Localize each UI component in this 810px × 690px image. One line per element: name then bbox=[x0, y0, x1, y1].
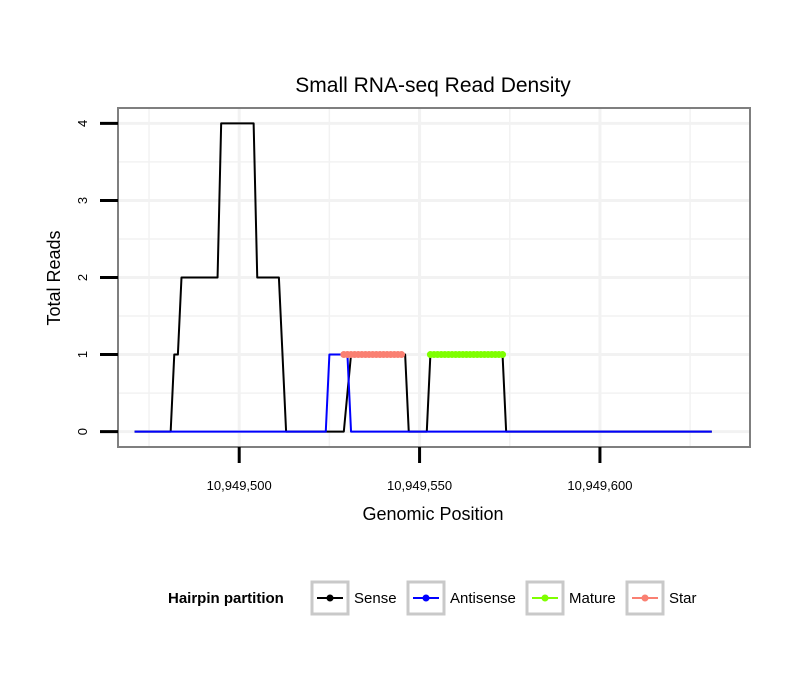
y-tick-label: 1 bbox=[75, 351, 90, 358]
x-axis: 10,949,500 10,949,550 10,949,600 bbox=[207, 447, 632, 493]
y-tick-label: 0 bbox=[75, 428, 90, 435]
y-tick-label: 4 bbox=[75, 120, 90, 127]
legend-label-mature: Mature bbox=[569, 590, 616, 607]
legend: Hairpin partition Sense Antisense Mature St… bbox=[168, 580, 697, 616]
legend-key-point bbox=[326, 594, 334, 602]
y-axis: 0 1 2 3 4 bbox=[75, 120, 118, 435]
legend-label-antisense: Antisense bbox=[450, 590, 516, 607]
x-tick-label: 10,949,500 bbox=[207, 478, 272, 493]
legend-key-point bbox=[641, 594, 649, 602]
series-line-sense bbox=[134, 122, 712, 433]
legend-item-antisense: Antisense bbox=[406, 580, 516, 616]
legend-item-mature: Mature bbox=[525, 580, 616, 616]
plot-area bbox=[117, 107, 751, 448]
legend-item-sense: Sense bbox=[310, 580, 397, 616]
series-layer bbox=[134, 122, 712, 433]
series-line-antisense bbox=[134, 353, 712, 433]
y-tick-label: 3 bbox=[75, 197, 90, 204]
y-axis-label: Total Reads bbox=[44, 230, 64, 325]
legend-label-sense: Sense bbox=[354, 590, 397, 607]
x-tick-label: 10,949,550 bbox=[387, 478, 452, 493]
chart-title: Small RNA-seq Read Density bbox=[295, 74, 571, 97]
legend-key-point bbox=[422, 594, 430, 602]
data-point-star bbox=[398, 351, 406, 359]
y-tick-label: 2 bbox=[75, 274, 90, 281]
data-point-mature bbox=[499, 351, 507, 359]
x-tick-label: 10,949,600 bbox=[567, 478, 632, 493]
legend-key-point bbox=[541, 594, 549, 602]
legend-title: Hairpin partition bbox=[168, 590, 284, 607]
legend-item-star: Star bbox=[625, 580, 697, 616]
x-axis-label: Genomic Position bbox=[362, 504, 503, 524]
legend-label-star: Star bbox=[669, 590, 697, 607]
